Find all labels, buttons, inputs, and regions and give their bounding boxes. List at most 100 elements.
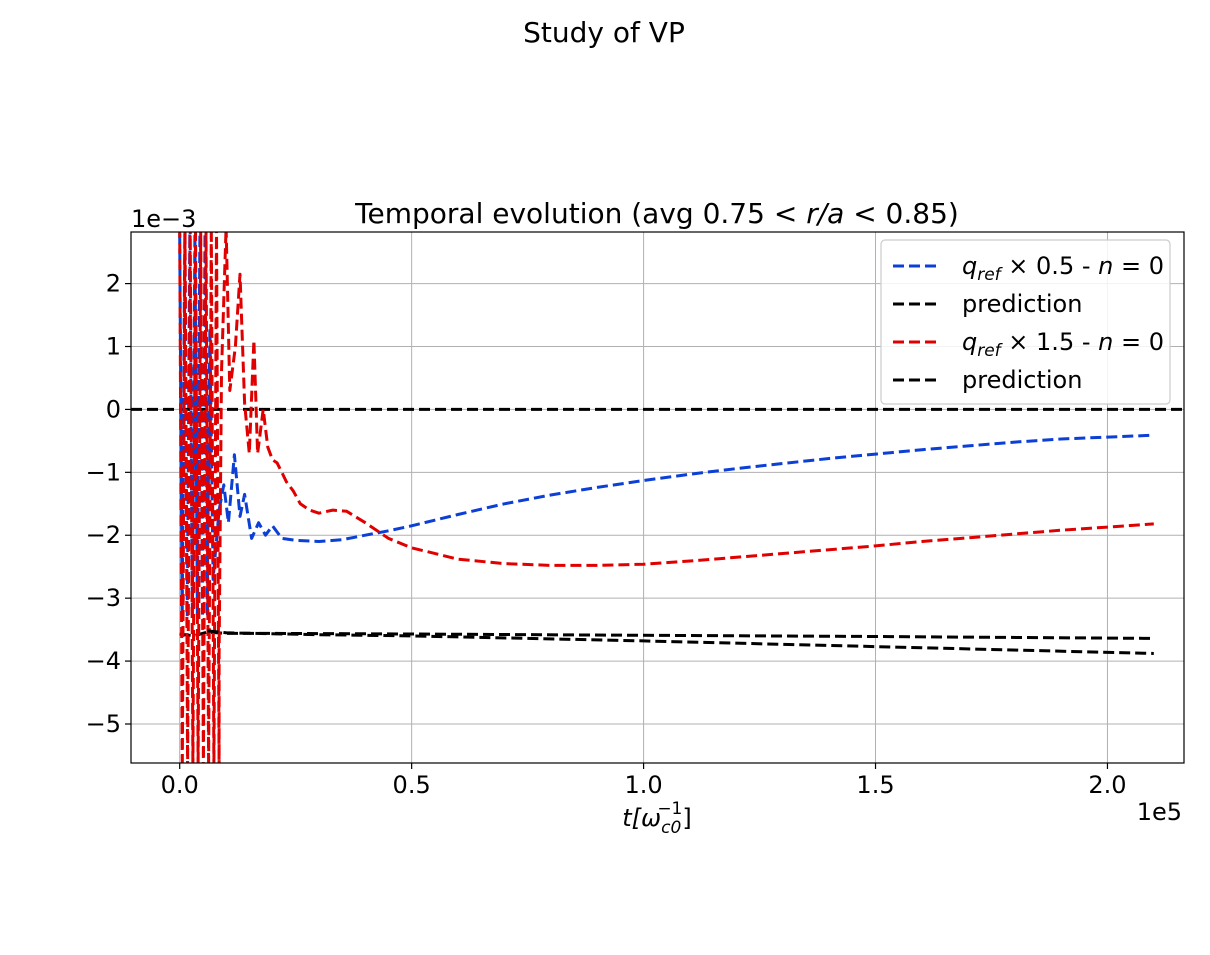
series-2-q-ref-1-5-n-0-point xyxy=(458,559,459,560)
series-2-q-ref-1-5-n-0-point xyxy=(267,447,268,448)
series-0-q-ref-0-5-n-0-line xyxy=(178,232,1154,619)
series-2-q-ref-1-5-n-0-point xyxy=(1107,527,1108,528)
y-tick-label: −5 xyxy=(86,710,121,738)
x-tick-label: 0.5 xyxy=(393,771,431,799)
series-2-q-ref-1-5-n-0-point xyxy=(346,511,347,512)
series-3-prediction-point xyxy=(207,630,208,631)
legend-entry-0: qref × 0.5 - n = 0 xyxy=(893,252,1164,285)
series-2-q-ref-1-5-n-0-line xyxy=(178,232,1154,763)
y-tick-label: 1 xyxy=(106,333,121,361)
series-0-q-ref-0-5-n-0-point xyxy=(1153,435,1154,436)
series-2-q-ref-1-5-n-0-point xyxy=(300,503,301,504)
series-2-q-ref-1-5-n-0-point xyxy=(1061,530,1062,531)
series-2-q-ref-1-5-n-0-point xyxy=(235,346,236,347)
chart-title-post: < 0.85) xyxy=(844,197,959,230)
series-3-prediction-point xyxy=(318,634,319,635)
legend: qref × 0.5 - n = 0 prediction qref × 1.5 -… xyxy=(880,239,1171,405)
y-tick-label: 2 xyxy=(106,270,121,298)
series-2-q-ref-1-5-n-0-point xyxy=(388,538,389,539)
legend-entry-3: prediction xyxy=(893,366,1082,394)
legend-box xyxy=(880,239,1171,405)
axis-ticks: 0.0 0.5 1.0 1.5 2.0 −5 −4 −3 −2 −1 0 1 2 xyxy=(86,270,1127,799)
x-axis-label: t[ωc0−1] xyxy=(622,799,692,838)
series-0-q-ref-0-5-n-0-point xyxy=(388,530,389,531)
series-0-q-ref-0-5-n-0-point xyxy=(223,484,224,485)
series-0-q-ref-0-5-n-0-point xyxy=(365,535,366,536)
series-0-q-ref-0-5-n-0-point xyxy=(458,514,459,515)
series-0-q-ref-0-5-n-0-point xyxy=(1061,439,1062,440)
y-tick-label: −4 xyxy=(86,647,121,675)
series-2-q-ref-1-5-n-0-point xyxy=(782,553,783,554)
series-0-q-ref-0-5-n-0-point xyxy=(318,541,319,542)
series-2-q-ref-1-5-n-0-point xyxy=(968,537,969,538)
series-2-q-ref-1-5-n-0-point xyxy=(263,409,264,410)
series-2-q-ref-1-5-n-0-point xyxy=(249,453,250,454)
series-2-q-ref-1-5-n-0-point xyxy=(309,510,310,511)
legend-label: qref × 0.5 - n = 0 xyxy=(962,252,1164,285)
series-0-q-ref-0-5-n-0-point xyxy=(244,494,245,495)
series-0-q-ref-0-5-n-0-point xyxy=(240,516,241,517)
series-2-q-ref-1-5-n-0-point xyxy=(253,340,254,341)
x-tick-label: 1.5 xyxy=(856,771,894,799)
chart-title: Temporal evolution (avg 0.75 < r/a < 0.8… xyxy=(354,197,959,230)
series-2-q-ref-1-5-n-0-point xyxy=(221,371,222,372)
series-0-q-ref-0-5-n-0-point xyxy=(411,525,412,526)
series-0-q-ref-0-5-n-0-point xyxy=(272,525,273,526)
legend-entry-2: qref × 1.5 - n = 0 xyxy=(893,328,1164,361)
series-2-q-ref-1-5-n-0-point xyxy=(277,462,278,463)
series-2-q-ref-1-5-n-0-point xyxy=(643,564,644,565)
series-0-q-ref-0-5-n-0-point xyxy=(597,487,598,488)
series-2-q-ref-1-5-n-0-point xyxy=(318,513,319,514)
series-1-prediction-point xyxy=(179,634,180,635)
legend-entry-1: prediction xyxy=(893,290,1082,318)
legend-label: prediction xyxy=(962,366,1082,394)
series-0-q-ref-0-5-n-0-point xyxy=(258,522,259,523)
series-2-q-ref-1-5-n-0-point xyxy=(690,561,691,562)
series-2-q-ref-1-5-n-0-point xyxy=(272,459,273,460)
series-0-q-ref-0-5-n-0-point xyxy=(1014,442,1015,443)
y-tick-label: −3 xyxy=(86,584,121,612)
series-1-prediction-point xyxy=(875,636,876,637)
x-tick-label: 0.0 xyxy=(161,771,199,799)
series-0-q-ref-0-5-n-0-point xyxy=(829,458,830,459)
series-2-q-ref-1-5-n-0-point xyxy=(365,522,366,523)
series-2-q-ref-1-5-n-0-point xyxy=(829,549,830,550)
series-2-q-ref-1-5-n-0-point xyxy=(1153,523,1154,524)
series-3-prediction-line xyxy=(207,629,1154,655)
series-2-q-ref-1-5-n-0-point xyxy=(550,565,551,566)
series-2-q-ref-1-5-n-0-point xyxy=(257,453,258,454)
plot-frame xyxy=(130,231,1185,764)
series-0-q-ref-0-5-n-0-point xyxy=(782,463,783,464)
series-3-prediction xyxy=(207,629,1154,655)
series-2-q-ref-1-5-n-0-point xyxy=(229,390,230,391)
series-0-q-ref-0-5-n-0-point xyxy=(251,538,252,539)
x-offset-label: 1e5 xyxy=(1137,798,1182,826)
series-2-q-ref-1-5-n-0-point xyxy=(293,491,294,492)
series-3-prediction-point xyxy=(643,640,644,641)
series-0-q-ref-0-5-n-0-point xyxy=(643,480,644,481)
series-1-prediction-point xyxy=(411,634,412,635)
y-tick-label: −1 xyxy=(86,458,121,486)
series-3-prediction-point xyxy=(1153,653,1154,654)
y-tick-label: 0 xyxy=(106,395,121,423)
series-0-q-ref-0-5-n-0-point xyxy=(875,454,876,455)
series-2-q-ref-1-5-n-0-point xyxy=(504,563,505,564)
series-0-q-ref-0-5-n-0-point xyxy=(228,522,229,523)
legend-label: prediction xyxy=(962,290,1082,318)
series-0-q-ref-0-5-n-0-point xyxy=(342,539,343,540)
series-2-q-ref-1-5-n-0-point xyxy=(875,545,876,546)
series-3-prediction-point xyxy=(411,635,412,636)
y-offset-label: 1e−3 xyxy=(131,205,196,233)
series-2-q-ref-1-5-n-0-point xyxy=(240,274,241,275)
series-0-q-ref-0-5-n-0-point xyxy=(1107,437,1108,438)
series-0-q-ref-0-5-n-0-point xyxy=(921,449,922,450)
series-2-q-ref-1-5-n-0-point xyxy=(1014,534,1015,535)
y-tick-label: −2 xyxy=(86,521,121,549)
series-2-q-ref-1-5-n-0-point xyxy=(736,557,737,558)
series-2-q-ref-1-5-n-0-point xyxy=(597,565,598,566)
legend-label: qref × 1.5 - n = 0 xyxy=(962,328,1164,361)
series-0-q-ref-0-5-n-0-point xyxy=(281,538,282,539)
series-2-q-ref-1-5-n-0-point xyxy=(281,472,282,473)
